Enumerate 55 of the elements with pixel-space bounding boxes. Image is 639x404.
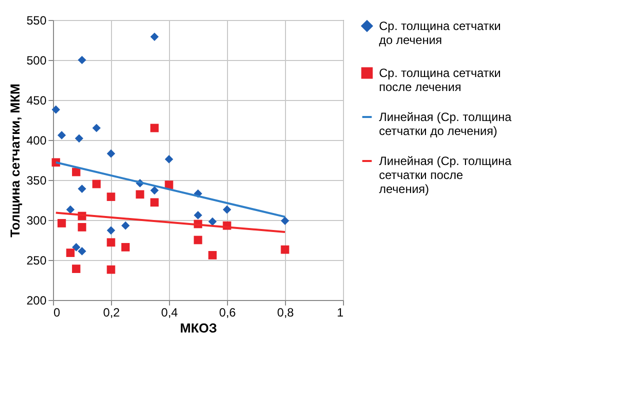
point <box>52 105 60 114</box>
point <box>280 245 290 254</box>
point <box>208 217 217 226</box>
point <box>106 265 116 274</box>
point <box>280 216 290 225</box>
y-tick-label: 500 <box>26 54 47 68</box>
y-tick-label: 200 <box>26 294 47 308</box>
legend-label: Линейная (Ср. толщина сетчатки после лечения) <box>379 154 512 196</box>
legend-label: Ср. толщина сетчатки после лечения <box>379 66 501 94</box>
point <box>72 264 80 273</box>
y-axis-title: Толщина сетчатки, МКМ <box>7 84 22 238</box>
legend-label: Линейная (Ср. толщина сетчатки до лечения) <box>379 110 512 138</box>
point <box>150 198 159 207</box>
y-tick-label: 250 <box>26 254 47 268</box>
point <box>136 190 144 199</box>
point <box>74 134 84 143</box>
y-tick-label: 550 <box>26 14 47 28</box>
y-tick-label: 400 <box>26 134 47 148</box>
point <box>150 124 159 132</box>
x-axis-title: МКОЗ <box>180 320 218 336</box>
x-tick-label: 0 <box>54 306 60 320</box>
point <box>194 211 202 220</box>
point <box>78 56 86 64</box>
y-tick-label: 450 <box>26 94 47 108</box>
y-tick-label: 350 <box>26 174 47 188</box>
point <box>164 155 174 164</box>
point <box>194 236 202 244</box>
point <box>78 184 86 193</box>
point <box>78 247 86 256</box>
point <box>66 205 75 214</box>
point <box>72 243 80 252</box>
point <box>58 219 66 228</box>
point <box>222 205 232 214</box>
x-tick-label: 0,4 <box>161 306 178 320</box>
x-tick-label: 0,6 <box>219 306 236 320</box>
point <box>106 226 116 235</box>
point <box>208 251 217 260</box>
point <box>78 223 86 232</box>
point <box>121 221 130 230</box>
x-tick-label: 0,2 <box>103 306 120 320</box>
point <box>92 124 101 132</box>
point <box>150 32 159 41</box>
point <box>150 186 159 195</box>
point <box>92 180 101 188</box>
y-tick-label: 300 <box>26 214 47 228</box>
point <box>106 192 116 201</box>
point <box>72 168 80 176</box>
point <box>106 238 116 247</box>
point <box>66 248 75 257</box>
x-tick-label: 1 <box>336 306 344 320</box>
point <box>58 131 66 140</box>
x-tick-label: 0,8 <box>277 306 294 320</box>
point <box>106 149 116 158</box>
point <box>121 243 130 252</box>
legend-label: Ср. толщина сетчатки до лечения <box>379 19 501 47</box>
